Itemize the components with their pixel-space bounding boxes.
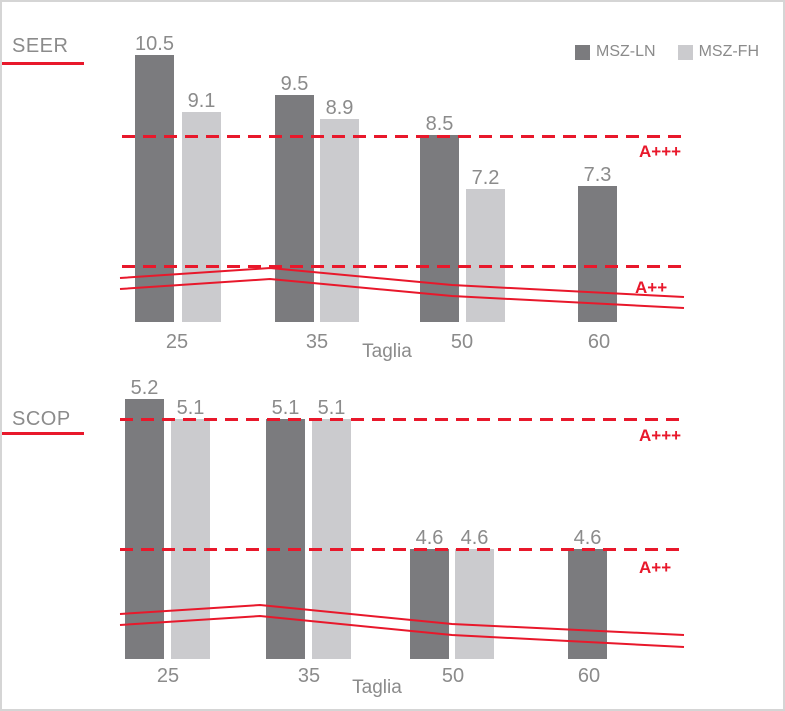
bar-msz-ln-35 bbox=[275, 95, 314, 322]
legend-item-msz-fh: MSZ-FH bbox=[677, 43, 759, 61]
bar-value-label: 10.5 bbox=[135, 33, 174, 55]
bar-value-label: 5.2 bbox=[130, 377, 159, 399]
x-tick-label-60: 60 bbox=[577, 665, 601, 687]
seer-chart-title: SEER bbox=[12, 35, 69, 57]
bar-msz-ln-60 bbox=[568, 549, 607, 659]
bar-value-label: 7.2 bbox=[471, 167, 500, 189]
scop-chart-title: SCOP bbox=[12, 408, 71, 430]
bar-msz-ln-25 bbox=[125, 399, 164, 659]
legend-label-msz-fh: MSZ-FH bbox=[698, 43, 759, 60]
seer-title-underline bbox=[2, 62, 84, 65]
bar-value-label: 7.3 bbox=[583, 164, 612, 186]
scop-a2-threshold-line bbox=[120, 548, 686, 551]
seer-a3-threshold-line bbox=[122, 135, 686, 138]
scop-a3-threshold-line bbox=[120, 418, 686, 421]
bar-msz-fh-35 bbox=[312, 419, 351, 659]
seer-a2-label: A++ bbox=[635, 278, 668, 297]
msz-ln-swatch-icon bbox=[575, 44, 590, 60]
seer-x-axis-label: Taglia bbox=[362, 341, 412, 362]
bar-value-label: 5.1 bbox=[317, 397, 346, 419]
scop-a2-label: A++ bbox=[639, 558, 672, 577]
bar-msz-ln-50 bbox=[410, 549, 449, 659]
bar-msz-fh-25 bbox=[171, 419, 210, 659]
x-tick-label-60: 60 bbox=[587, 331, 611, 353]
seer-a3-label: A+++ bbox=[639, 142, 682, 161]
bar-value-label: 5.1 bbox=[271, 397, 300, 419]
scop-a3-label: A+++ bbox=[639, 426, 682, 445]
x-tick-label-25: 25 bbox=[156, 665, 180, 687]
x-tick-label-50: 50 bbox=[441, 665, 465, 687]
bar-value-label: 9.1 bbox=[187, 90, 216, 112]
bar-msz-fh-50 bbox=[466, 189, 505, 322]
msz-fh-swatch-icon bbox=[677, 44, 693, 60]
bar-msz-ln-50 bbox=[420, 135, 459, 322]
legend: MSZ-LN MSZ-FH bbox=[575, 43, 771, 61]
x-tick-label-50: 50 bbox=[450, 331, 474, 353]
bar-value-label: 8.5 bbox=[425, 113, 454, 135]
legend-item-msz-ln: MSZ-LN bbox=[575, 43, 656, 61]
bar-value-label: 4.6 bbox=[573, 527, 602, 549]
bar-msz-ln-35 bbox=[266, 419, 305, 659]
x-tick-label-35: 35 bbox=[297, 665, 321, 687]
scop-x-axis-label: Taglia bbox=[352, 677, 402, 698]
seer-a2-threshold-line bbox=[122, 265, 686, 268]
scop-title-underline bbox=[2, 432, 84, 435]
bar-msz-ln-60 bbox=[578, 186, 617, 322]
bar-msz-ln-25 bbox=[135, 55, 174, 322]
x-tick-label-25: 25 bbox=[165, 331, 189, 353]
legend-label-msz-ln: MSZ-LN bbox=[596, 43, 656, 60]
bar-msz-fh-50 bbox=[455, 549, 494, 659]
bar-value-label: 4.6 bbox=[460, 527, 489, 549]
x-tick-label-35: 35 bbox=[305, 331, 329, 353]
bar-msz-fh-35 bbox=[320, 119, 359, 322]
bar-value-label: 8.9 bbox=[325, 97, 354, 119]
bar-value-label: 9.5 bbox=[280, 73, 309, 95]
bar-value-label: 5.1 bbox=[176, 397, 205, 419]
bar-msz-fh-25 bbox=[182, 112, 221, 322]
bar-value-label: 4.6 bbox=[415, 527, 444, 549]
